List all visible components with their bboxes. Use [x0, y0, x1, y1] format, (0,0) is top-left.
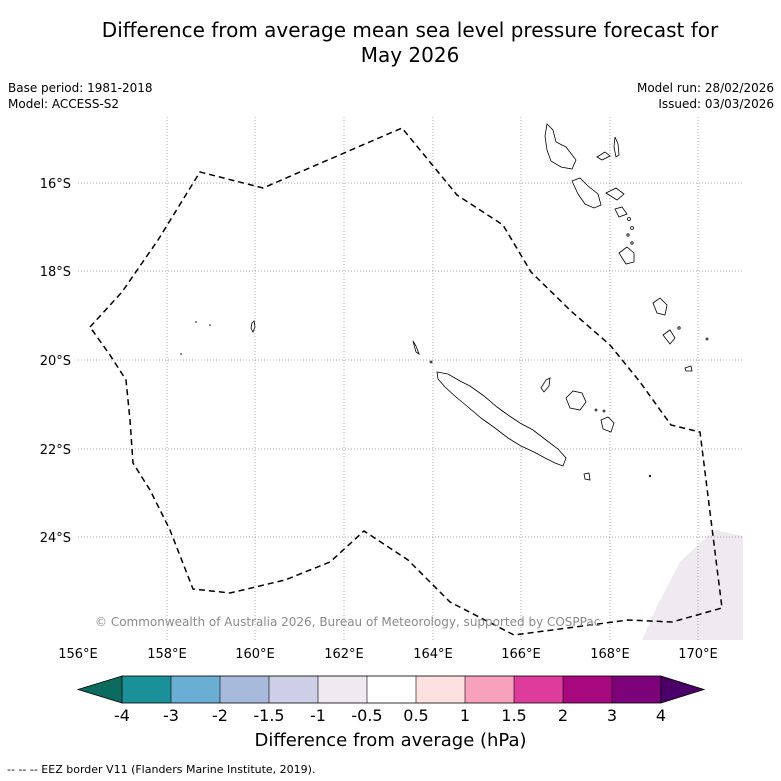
lon-label-162e: 162°E — [324, 647, 364, 662]
lon-label-168e: 168°E — [590, 647, 630, 662]
belep-islands — [412, 340, 420, 356]
loyalty-island-mare — [600, 416, 615, 433]
model-run-text: Model run: 28/02/2026 — [636, 81, 774, 95]
colorbar-bin — [318, 676, 367, 703]
lon-label-160e: 160°E — [235, 647, 275, 662]
colorbar-tick-label: -0.5 — [351, 706, 382, 725]
small-islet — [209, 324, 211, 326]
title-line-2: May 2026 — [360, 43, 460, 67]
loyalty-island-lifou — [565, 390, 587, 411]
model-text: Model: ACCESS-S2 — [8, 97, 120, 111]
colorbar-tick-label: -2 — [212, 706, 228, 725]
lat-label-18s: 18°S — [40, 265, 71, 280]
vanuatu-aneityum — [684, 365, 693, 372]
new-caledonia-island — [436, 371, 567, 467]
page-title: Difference from average mean sea level p… — [0, 18, 781, 68]
colorbar-bin — [269, 676, 318, 703]
eez-border — [89, 127, 723, 636]
loyalty-island-ouvea — [540, 377, 551, 393]
copyright-text: © Commonwealth of Australia 2026, Bureau… — [95, 615, 600, 629]
colorbar-tick-labels: -4 -3 -2 -1.5 -1 -0.5 0.5 1 1.5 2 3 4 — [114, 706, 666, 725]
colorbar-extend-low — [76, 675, 123, 704]
colorbar-tick-label: 1 — [460, 706, 470, 725]
small-islet — [677, 326, 681, 330]
colorbar-bin — [367, 676, 416, 703]
small-islet — [705, 337, 709, 341]
colorbar-tick-label: 2 — [558, 706, 568, 725]
colorbar-tick-label: -1.5 — [253, 706, 284, 725]
vanuatu-ambrym — [605, 187, 625, 201]
colorbar-bin — [465, 676, 514, 703]
lon-axis-labels: 156°E 158°E 160°E 162°E 164°E 166°E 168°… — [58, 647, 718, 662]
colorbar-bin — [122, 676, 171, 703]
colorbar-bin — [612, 676, 661, 703]
colorbar-tick-label: -1 — [310, 706, 326, 725]
colorbar-dividers — [170, 676, 613, 703]
lon-label-164e: 164°E — [413, 647, 453, 662]
small-islet — [195, 321, 197, 323]
small-islet — [602, 409, 606, 413]
chesterfield-reef — [250, 320, 256, 333]
lon-label-166e: 166°E — [501, 647, 541, 662]
gridlines — [78, 117, 743, 640]
colorbar-bin — [416, 676, 465, 703]
anomaly-shading-region — [642, 530, 743, 640]
lat-label-20s: 20°S — [40, 354, 71, 369]
colorbar-extend-high — [660, 675, 706, 704]
colorbar-bin — [220, 676, 269, 703]
title-line-1: Difference from average mean sea level p… — [101, 18, 719, 42]
lon-label-170e: 170°E — [678, 647, 718, 662]
issued-text: Issued: 03/03/2026 — [658, 97, 774, 111]
vanuatu-tanna — [662, 329, 676, 345]
vanuatu-maewo — [613, 136, 620, 158]
small-islet — [429, 360, 433, 364]
colorbar-title: Difference from average (hPa) — [254, 730, 527, 751]
colorbar-bin — [563, 676, 612, 703]
lat-axis-labels: 16°S 18°S 20°S 22°S 24°S — [40, 177, 71, 546]
vanuatu-epi — [614, 206, 628, 218]
vanuatu-efate — [618, 246, 635, 265]
lat-label-22s: 22°S — [40, 443, 71, 458]
vanuatu-malekula — [571, 177, 602, 209]
small-islet — [630, 241, 634, 245]
small-islet — [627, 217, 631, 221]
vanuatu-erromango — [652, 297, 668, 316]
colorbar-bin — [514, 676, 563, 703]
small-islet — [648, 474, 652, 478]
vanuatu-pentecost — [596, 151, 611, 161]
lat-label-16s: 16°S — [40, 177, 71, 192]
colorbar-tick-label: 1.5 — [501, 706, 526, 725]
vanuatu-espiritu-santo — [544, 123, 577, 170]
colorbar-bin — [171, 676, 220, 703]
small-islet — [594, 408, 598, 412]
isle-of-pines — [583, 472, 591, 481]
base-period-text: Base period: 1981-2018 — [8, 81, 153, 95]
small-islet — [626, 233, 630, 237]
meta-left: Base period: 1981-2018 Model: ACCESS-S2 — [8, 80, 153, 112]
colorbar-tick-label: -4 — [114, 706, 130, 725]
colorbar-outline — [121, 675, 662, 704]
colorbar: -4 -3 -2 -1.5 -1 -0.5 0.5 1 1.5 2 3 4 — [76, 675, 706, 725]
colorbar-tick-label: -3 — [163, 706, 179, 725]
small-islet — [180, 353, 182, 355]
colorbar-tick-label: 0.5 — [403, 706, 428, 725]
footer-legend: -- -- -- EEZ border V11 (Flanders Marine… — [7, 763, 316, 776]
colorbar-tick-label: 4 — [656, 706, 666, 725]
meta-right: Model run: 28/02/2026 Issued: 03/03/2026 — [637, 80, 774, 112]
lon-label-156e: 156°E — [58, 647, 98, 662]
colorbar-tick-label: 3 — [607, 706, 617, 725]
lat-label-24s: 24°S — [40, 531, 71, 546]
small-islet — [630, 226, 634, 230]
lon-label-158e: 158°E — [147, 647, 187, 662]
